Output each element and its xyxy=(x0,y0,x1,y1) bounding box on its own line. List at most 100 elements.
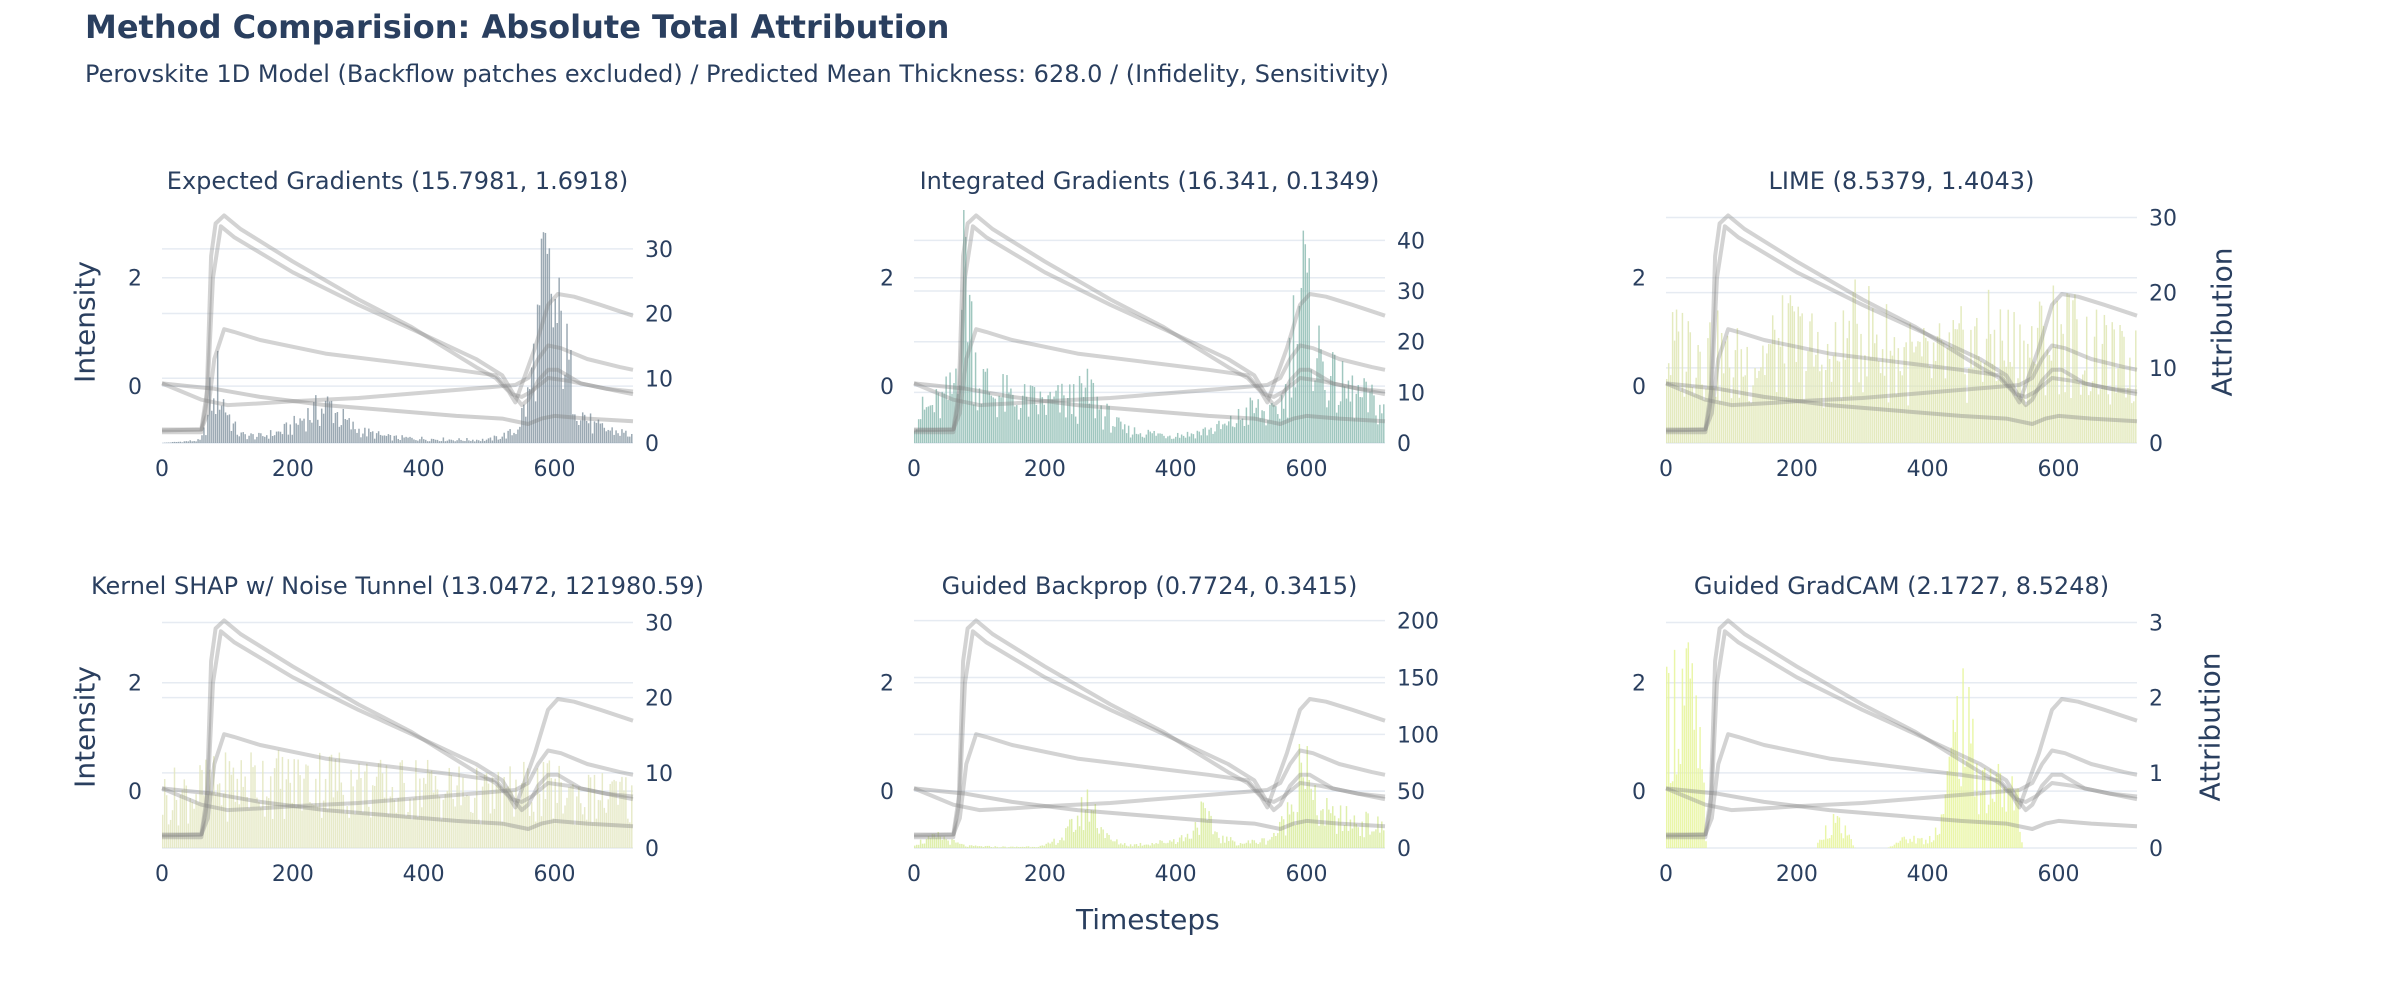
attribution-bar xyxy=(258,801,260,848)
attribution-bar xyxy=(1976,317,1978,443)
attribution-bar xyxy=(519,799,521,848)
attribution-bar xyxy=(1332,352,1334,443)
attribution-bar xyxy=(1231,426,1234,443)
attribution-bar xyxy=(1881,349,1884,443)
attribution-bar xyxy=(1025,396,1028,443)
attribution-bar xyxy=(966,846,969,848)
attribution-bar xyxy=(1911,841,1913,848)
attribution-bar xyxy=(976,846,979,848)
attribution-bar xyxy=(1950,347,1953,443)
attribution-bar xyxy=(627,818,629,848)
attribution-bar xyxy=(468,796,470,848)
attribution-bar xyxy=(1010,846,1012,848)
attribution-bar xyxy=(1320,349,1322,443)
attribution-bar xyxy=(2017,788,2019,848)
attribution-bar xyxy=(965,846,967,848)
attribution-bar xyxy=(1296,343,1299,443)
attribution-bar xyxy=(1842,838,1845,848)
attribution-bar xyxy=(1102,829,1104,848)
attribution-bar xyxy=(968,845,971,848)
attribution-bar xyxy=(393,799,396,848)
y-left-tick-label: 0 xyxy=(128,375,142,400)
attribution-bar xyxy=(1699,351,1701,443)
attribution-bar xyxy=(466,438,468,443)
attribution-bar xyxy=(1098,409,1100,443)
attribution-bar xyxy=(1373,395,1375,443)
attribution-bar xyxy=(417,440,419,443)
attribution-bar xyxy=(1355,393,1358,443)
attribution-bar xyxy=(187,441,189,443)
attribution-bar xyxy=(189,440,191,443)
attribution-bar xyxy=(513,816,515,848)
attribution-bar xyxy=(2003,360,2006,443)
attribution-bar xyxy=(1697,768,1699,848)
attribution-bar xyxy=(613,779,615,848)
attribution-bar xyxy=(925,839,928,848)
attribution-bar xyxy=(1683,705,1686,848)
attribution-bar xyxy=(1746,346,1748,443)
attribution-bar xyxy=(2019,324,2021,443)
attribution-bar xyxy=(320,817,323,848)
y-right-tick-label: 40 xyxy=(1397,229,1425,254)
attribution-bar xyxy=(1194,438,1197,443)
attribution-bar xyxy=(530,802,533,848)
attribution-bar xyxy=(621,429,623,443)
attribution-bar xyxy=(2021,842,2023,848)
attribution-bar xyxy=(1023,846,1026,848)
attribution-bar xyxy=(1059,840,1061,848)
attribution-bar xyxy=(2027,343,2029,443)
attribution-bar xyxy=(354,814,356,848)
attribution-bar xyxy=(1241,843,1244,848)
y-right-tick-label: 0 xyxy=(2149,837,2163,862)
attribution-bar xyxy=(1381,821,1383,848)
y-left-tick-label: 2 xyxy=(1632,672,1646,697)
attribution-bar xyxy=(2052,285,2055,443)
attribution-bar xyxy=(1819,839,1821,848)
attribution-bar xyxy=(470,440,472,443)
attribution-bar xyxy=(1952,719,1954,848)
attribution-bar xyxy=(1824,825,1827,848)
attribution-bar xyxy=(1318,825,1320,848)
attribution-bar xyxy=(1229,837,1232,848)
attribution-bar xyxy=(395,812,398,848)
x-tick-label: 600 xyxy=(534,457,576,482)
attribution-bar xyxy=(1302,230,1305,443)
attribution-bar xyxy=(1261,838,1263,848)
attribution-bar xyxy=(370,431,372,443)
attribution-bar xyxy=(1687,321,1690,443)
attribution-bar xyxy=(927,836,930,848)
attribution-bar xyxy=(992,847,994,848)
attribution-bar xyxy=(572,414,574,443)
attribution-bar xyxy=(955,842,957,848)
attribution-bar xyxy=(226,821,229,848)
attribution-bar xyxy=(1826,343,1829,443)
attribution-bar xyxy=(432,438,435,443)
attribution-bar xyxy=(1243,426,1246,443)
attribution-bar xyxy=(1047,842,1049,848)
x-tick-label: 200 xyxy=(272,862,314,887)
x-tick-label: 600 xyxy=(1286,457,1328,482)
attribution-bar xyxy=(1049,843,1051,848)
attribution-bar xyxy=(1361,821,1363,848)
attribution-bar xyxy=(619,781,621,848)
y-right-tick-label: 30 xyxy=(2149,207,2177,232)
attribution-bar xyxy=(585,819,588,848)
attribution-bar xyxy=(1840,398,1843,443)
attribution-bar xyxy=(267,438,270,443)
attribution-bar xyxy=(1122,429,1124,443)
attribution-bar xyxy=(558,277,560,443)
attribution-bar xyxy=(1913,835,1915,848)
attribution-bar xyxy=(1703,399,1705,443)
attribution-bar xyxy=(232,767,235,848)
attribution-bar xyxy=(1742,376,1745,443)
attribution-bar xyxy=(1139,433,1142,443)
attribution-bar xyxy=(1744,375,1746,443)
attribution-bar xyxy=(1687,642,1690,848)
attribution-bar xyxy=(1308,258,1310,443)
attribution-bar xyxy=(1846,835,1849,848)
attribution-bar xyxy=(578,787,580,848)
intensity-curve-1 xyxy=(914,618,1386,840)
attribution-bar xyxy=(2017,378,2019,443)
attribution-bar xyxy=(165,795,168,848)
attribution-bar xyxy=(1355,823,1358,848)
